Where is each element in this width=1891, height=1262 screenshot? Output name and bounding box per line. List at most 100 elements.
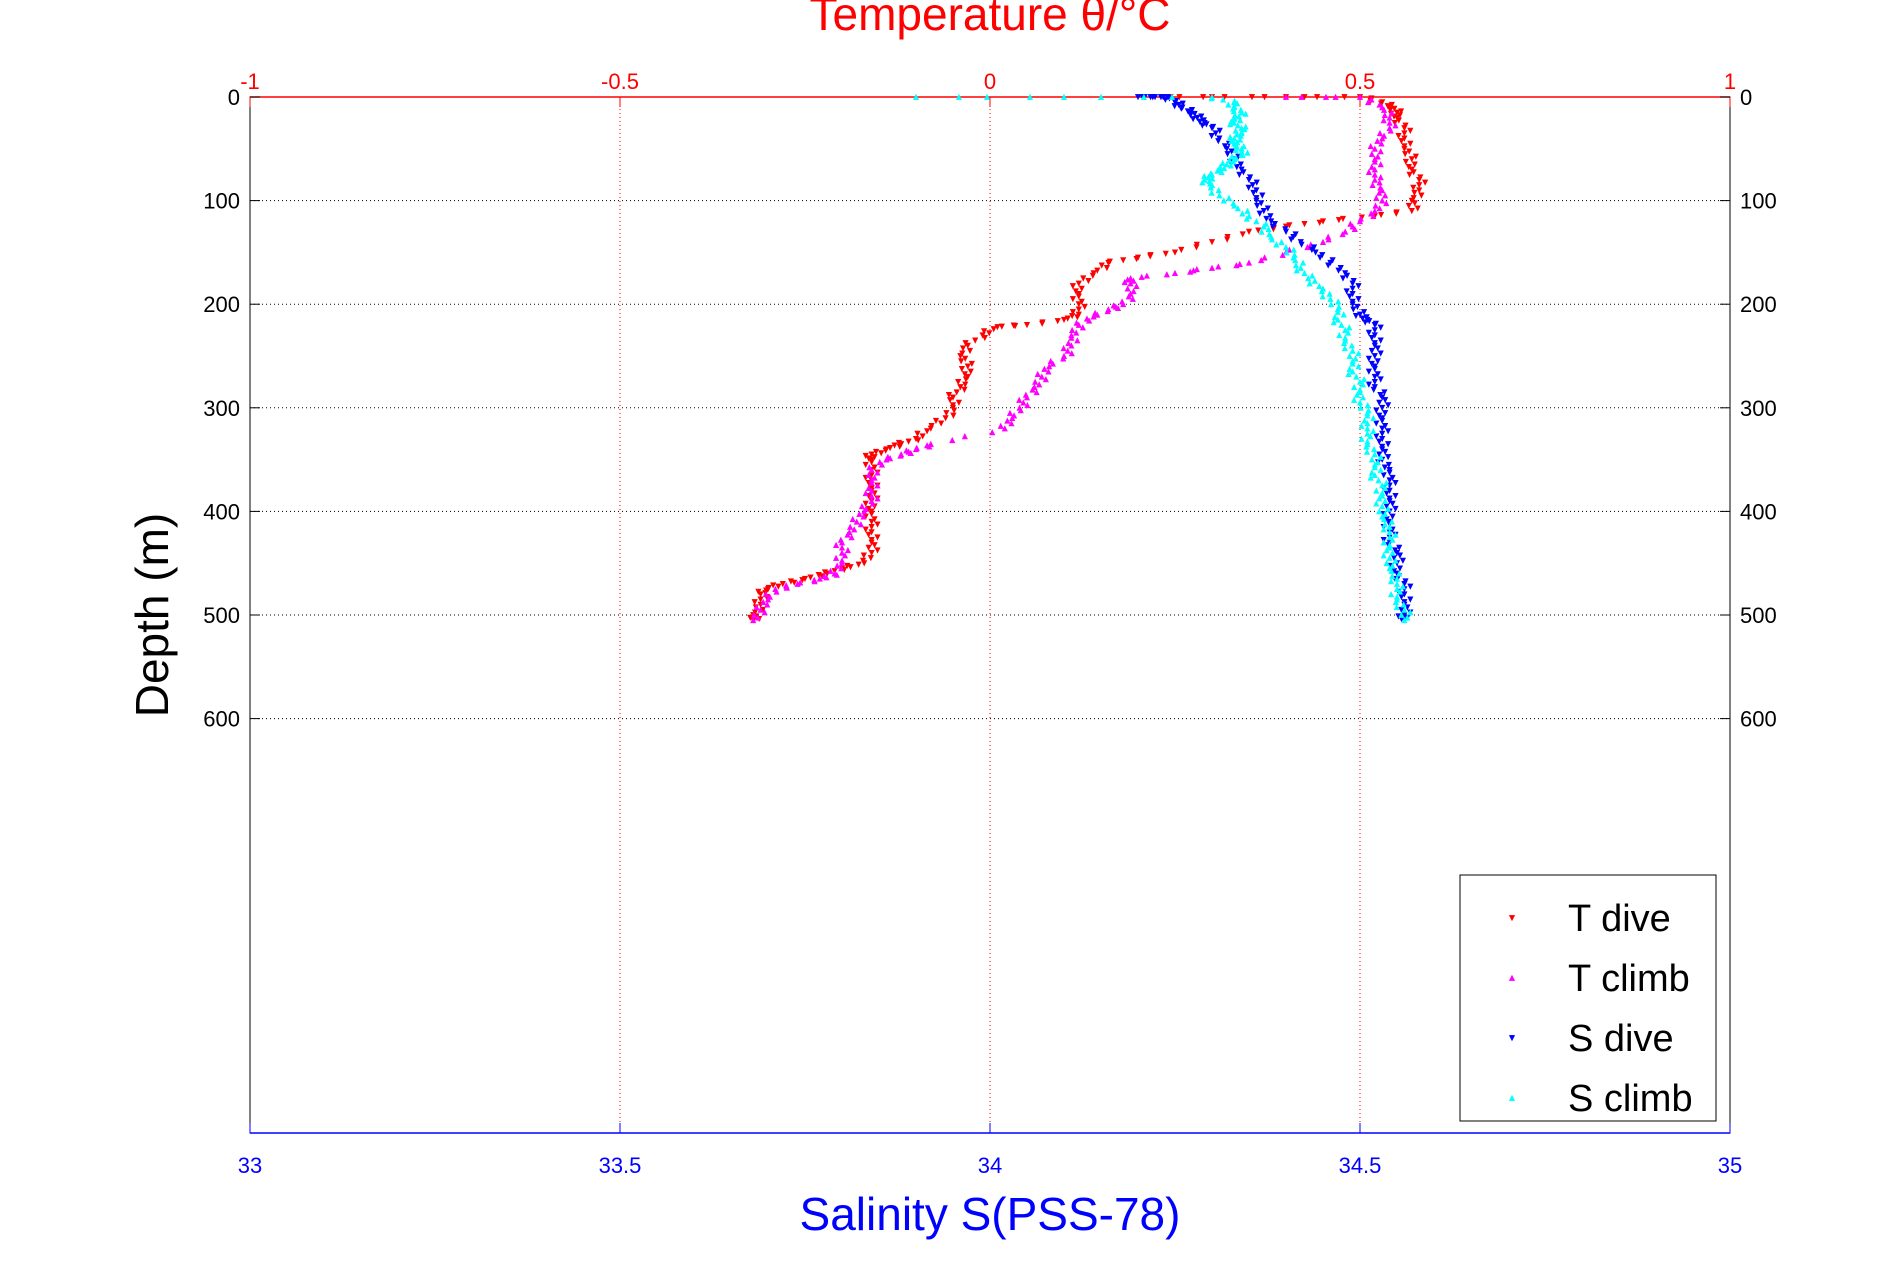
data-point — [1385, 402, 1392, 409]
data-point — [1350, 306, 1357, 313]
data-point — [1143, 272, 1150, 279]
data-point — [797, 579, 804, 586]
data-point — [1362, 319, 1369, 326]
data-point — [874, 521, 881, 528]
data-point — [1376, 508, 1383, 515]
temperature-tick-label: 0.5 — [1345, 69, 1376, 94]
data-point — [1325, 262, 1332, 269]
data-point — [1227, 133, 1234, 141]
data-point — [1377, 148, 1384, 155]
data-point — [1208, 189, 1215, 196]
data-point — [1343, 288, 1350, 295]
legend-marker — [1508, 1035, 1516, 1042]
data-point — [1346, 352, 1353, 359]
data-point — [1224, 236, 1231, 243]
data-point — [1389, 572, 1396, 580]
data-point — [1130, 287, 1137, 295]
data-point — [1389, 562, 1396, 569]
data-point — [1233, 131, 1240, 138]
data-point — [1110, 302, 1117, 309]
data-point — [1400, 601, 1407, 608]
data-point — [1242, 123, 1249, 130]
legend-marker — [1508, 915, 1516, 922]
data-point — [912, 93, 920, 100]
data-point — [1162, 250, 1169, 257]
data-point — [1190, 116, 1197, 123]
data-point — [1379, 404, 1386, 412]
data-point — [1220, 197, 1227, 204]
data-point — [1299, 259, 1307, 266]
data-point — [943, 410, 950, 417]
data-point — [1157, 94, 1165, 101]
data-point — [1060, 352, 1068, 359]
legend-marker — [1508, 974, 1516, 981]
data-point — [1080, 275, 1087, 282]
data-point — [1073, 319, 1080, 326]
depth-tick-label-right: 400 — [1740, 499, 1777, 524]
data-point — [1385, 428, 1392, 435]
data-point — [1380, 552, 1387, 559]
depth-tick-label-left: 0 — [228, 85, 240, 110]
data-point — [1398, 611, 1405, 618]
data-point — [1383, 490, 1390, 497]
data-point — [1322, 93, 1330, 100]
data-point — [981, 334, 988, 342]
data-point — [1376, 101, 1383, 108]
depth-tick-label-right: 100 — [1740, 189, 1777, 214]
data-point — [1373, 194, 1380, 201]
data-point — [1374, 153, 1381, 160]
data-point — [1060, 344, 1067, 352]
data-point — [964, 342, 971, 349]
data-point — [1239, 231, 1246, 238]
data-point — [1371, 176, 1378, 183]
data-point — [1245, 212, 1253, 220]
data-point — [1230, 199, 1237, 207]
data-point — [1026, 93, 1034, 100]
data-point — [1371, 366, 1378, 373]
data-point — [1371, 207, 1378, 214]
data-point — [980, 328, 988, 335]
data-point — [1359, 315, 1366, 322]
data-point — [867, 555, 874, 562]
data-point — [1396, 570, 1403, 577]
data-point — [1069, 326, 1076, 334]
data-point — [1133, 255, 1140, 263]
data-point — [1236, 171, 1243, 178]
data-point — [862, 526, 869, 533]
data-point — [1208, 93, 1216, 100]
data-point — [1378, 211, 1385, 219]
data-point — [1377, 376, 1384, 383]
data-point — [1377, 466, 1384, 473]
data-point — [1258, 228, 1265, 235]
data-point — [1346, 324, 1353, 331]
data-point — [1377, 161, 1384, 168]
data-point — [1254, 202, 1261, 210]
data-point — [1162, 96, 1169, 103]
data-point — [962, 381, 969, 388]
data-point — [1416, 187, 1423, 194]
data-point — [1383, 479, 1390, 486]
data-point — [1105, 259, 1112, 267]
data-point — [1233, 164, 1240, 171]
data-point — [1350, 383, 1358, 390]
data-point — [1244, 149, 1251, 156]
data-point — [1039, 320, 1046, 327]
salinity-axis-title: Salinity S(PSS-78) — [800, 1188, 1181, 1240]
data-point — [1371, 373, 1378, 380]
data-point — [1236, 260, 1243, 267]
data-point — [847, 523, 854, 530]
data-point — [1379, 430, 1386, 437]
data-point — [1245, 184, 1252, 191]
data-point — [1406, 171, 1413, 178]
data-point — [1231, 111, 1239, 119]
data-point — [951, 407, 958, 414]
data-point — [1168, 93, 1176, 100]
data-point — [1309, 272, 1316, 279]
data-point — [1365, 329, 1372, 336]
data-point — [1355, 363, 1362, 370]
data-point — [874, 547, 881, 554]
data-point — [1313, 94, 1321, 101]
data-point — [1223, 145, 1230, 153]
data-point — [1407, 583, 1414, 590]
